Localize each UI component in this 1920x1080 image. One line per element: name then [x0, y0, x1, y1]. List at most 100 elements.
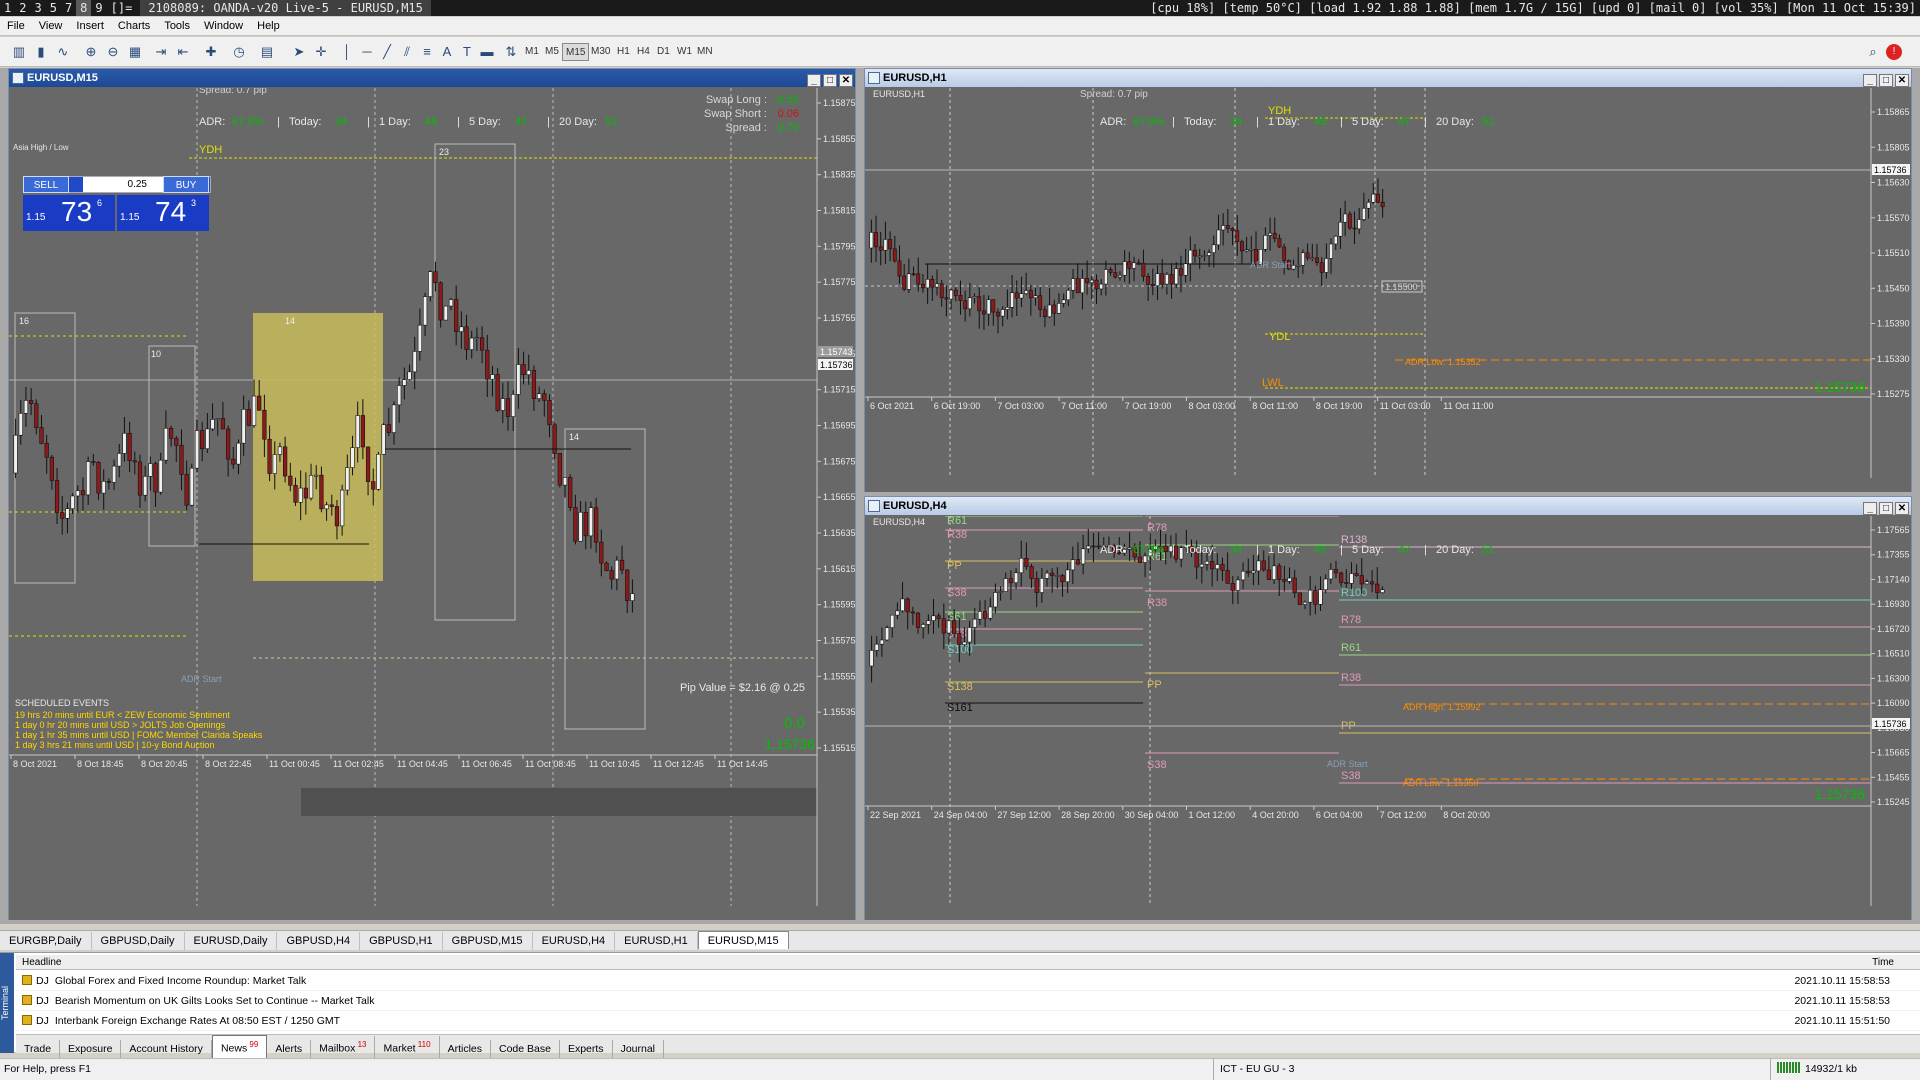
buy-button[interactable]: BUY	[163, 176, 209, 193]
terminal-tab[interactable]: Code Base	[491, 1039, 560, 1058]
close-button[interactable]: ✕	[839, 74, 853, 87]
adr-separator: |	[1424, 116, 1427, 128]
periods-icon[interactable]: ◷	[233, 44, 245, 59]
window-titlebar[interactable]: EURUSD,H4 _ □ ✕	[865, 497, 1911, 515]
chart-tab[interactable]: EURUSD,Daily	[185, 932, 278, 950]
indicators-icon[interactable]: ✚	[205, 44, 217, 59]
workspace-tag[interactable]: 2	[19, 1, 27, 15]
vertical-line-icon[interactable]: │	[342, 44, 352, 59]
search-icon[interactable]: ⌕	[1869, 44, 1877, 59]
terminal-tab[interactable]: Account History	[121, 1039, 212, 1058]
text-label-icon[interactable]: T	[463, 44, 471, 59]
window-titlebar[interactable]: EURUSD,H1 _ □ ✕	[865, 69, 1911, 87]
chart-tab[interactable]: EURUSD,H4	[533, 932, 616, 950]
maximize-button[interactable]: □	[1879, 502, 1893, 515]
chart-window-eurusd-h4[interactable]: EURUSD,H4 _ □ ✕ R61 R38 PP S38 S61 S78 S100 S138 S1…	[864, 496, 1912, 920]
notification-icon[interactable]: !	[1886, 44, 1902, 60]
sell-price-box[interactable]: 1.15 73 6	[23, 195, 115, 231]
timeframe-h4[interactable]: H4	[637, 46, 650, 57]
menu-help[interactable]: Help	[257, 20, 280, 32]
rectangle-icon[interactable]: ▬	[480, 44, 494, 59]
chart-window-eurusd-m15[interactable]: EURUSD,M15 _ □ ✕ 16 10 14 23 14 Spread: 0.7 pip A…	[8, 68, 856, 920]
sell-button[interactable]: SELL	[23, 176, 69, 193]
arrows-icon[interactable]: ⇅	[505, 44, 517, 59]
candlestick-icon[interactable]: ▮	[37, 44, 45, 59]
menu-charts[interactable]: Charts	[117, 20, 151, 32]
workspace-tag[interactable]: 1	[4, 1, 12, 15]
timeframe-m30[interactable]: M30	[591, 46, 611, 57]
terminal-tab[interactable]: Trade	[16, 1039, 61, 1058]
trendline-icon[interactable]: ╱	[383, 44, 391, 59]
chart-shift-icon[interactable]: ⇤	[177, 44, 189, 59]
templates-icon[interactable]: ▤	[260, 44, 274, 59]
chart-eurusd-h1[interactable]: EURUSD,H1 Spread: 0.7 pip ADR: 67.9% | Today:…	[865, 88, 1911, 492]
autoscroll-icon[interactable]: ⇥	[155, 44, 167, 59]
news-row[interactable]: DJ Interbank Foreign Exchange Rates At 08…	[16, 1011, 1920, 1031]
window-titlebar[interactable]: EURUSD,M15 _ □ ✕	[9, 69, 855, 87]
cursor-icon[interactable]: ➤	[293, 44, 305, 59]
chart-eurusd-h4[interactable]: R61 R38 PP S38 S61 S78 S100 S138 S161 R78 R61 R38 PP…	[865, 516, 1911, 920]
text-icon[interactable]: A	[442, 44, 452, 59]
timeframe-m15[interactable]: M15	[562, 43, 590, 61]
chart-window-eurusd-h1[interactable]: EURUSD,H1 _ □ ✕ EURUSD,H1 Spread: 0.7 pip ADR…	[864, 68, 1912, 492]
time-column-header[interactable]: Time	[1872, 957, 1894, 968]
timeframe-mn[interactable]: MN	[697, 46, 713, 57]
bar-chart-icon[interactable]: ▥	[12, 44, 26, 59]
zoom-in-icon[interactable]: ⊕	[85, 44, 97, 59]
horizontal-line-icon[interactable]: ─	[362, 44, 372, 59]
minimize-button[interactable]: _	[1863, 502, 1877, 515]
channel-icon[interactable]: ⫽	[404, 44, 410, 59]
chart-tab[interactable]: GBPUSD,Daily	[92, 932, 185, 950]
terminal-tab[interactable]: Mailbox 13	[311, 1036, 376, 1058]
lot-size-input[interactable]: 0.25	[83, 177, 163, 192]
workspace-tag[interactable]: []=	[110, 1, 133, 15]
terminal-tab[interactable]: Alerts	[267, 1039, 312, 1058]
maximize-button[interactable]: □	[823, 74, 837, 87]
timeframe-m5[interactable]: M5	[545, 46, 559, 57]
candle	[283, 436, 288, 483]
headline-column-header[interactable]: Headline	[22, 957, 62, 968]
minimize-button[interactable]: _	[1863, 74, 1877, 87]
timeframe-h1[interactable]: H1	[617, 46, 630, 57]
news-row[interactable]: DJ Global Forex and Fixed Income Roundup:…	[16, 971, 1920, 991]
terminal-tab[interactable]: Articles	[440, 1039, 491, 1058]
chart-tab[interactable]: GBPUSD,H4	[277, 932, 361, 950]
workspace-tag[interactable]: 5	[49, 1, 57, 15]
close-button[interactable]: ✕	[1895, 74, 1909, 87]
maximize-button[interactable]: □	[1879, 74, 1893, 87]
close-button[interactable]: ✕	[1895, 502, 1909, 515]
terminal-tab[interactable]: Exposure	[60, 1039, 122, 1058]
workspace-tag[interactable]: 9	[95, 1, 103, 15]
terminal-tab[interactable]: Experts	[560, 1039, 613, 1058]
terminal-tab[interactable]: News 99	[211, 1035, 268, 1059]
line-chart-icon[interactable]: ∿	[57, 44, 69, 59]
zoom-out-icon[interactable]: ⊖	[107, 44, 119, 59]
crosshair-icon[interactable]: ✛	[315, 44, 327, 59]
candle	[869, 635, 874, 683]
chart-tab[interactable]: GBPUSD,H1	[360, 932, 443, 950]
menu-window[interactable]: Window	[204, 20, 244, 32]
news-row[interactable]: DJ Bearish Momentum on UK Gilts Looks Set…	[16, 991, 1920, 1011]
tile-windows-icon[interactable]: ▦	[128, 44, 142, 59]
workspace-tag[interactable]: 8	[76, 0, 92, 16]
terminal-tab[interactable]: Journal	[613, 1039, 665, 1058]
timeframe-w1[interactable]: W1	[677, 46, 692, 57]
buy-price-box[interactable]: 1.15 74 3	[117, 195, 209, 231]
menu-view[interactable]: View	[38, 20, 63, 32]
fibonacci-icon[interactable]: ≡	[423, 44, 431, 59]
chart-tab[interactable]: EURUSD,M15	[697, 931, 789, 949]
timeframe-m1[interactable]: M1	[525, 46, 539, 57]
adr-stat-value: 45	[425, 116, 437, 128]
menu-file[interactable]: File	[7, 20, 25, 32]
chart-tab[interactable]: EURGBP,Daily	[0, 932, 92, 950]
chart-tab[interactable]: GBPUSD,M15	[443, 932, 533, 950]
workspace-tag[interactable]: 7	[64, 1, 73, 15]
minimize-button[interactable]: _	[807, 74, 821, 87]
chart-tab[interactable]: EURUSD,H1	[615, 932, 698, 950]
terminal-tab[interactable]: Market 110	[375, 1036, 440, 1058]
chart-eurusd-m15[interactable]: 16 10 14 23 14 Spread: 0.7 pip ADR: 67.9% | Today…	[9, 88, 855, 920]
menu-tools[interactable]: Tools	[164, 20, 190, 32]
workspace-tag[interactable]: 3	[34, 1, 42, 15]
timeframe-d1[interactable]: D1	[657, 46, 670, 57]
menu-insert[interactable]: Insert	[76, 20, 104, 32]
